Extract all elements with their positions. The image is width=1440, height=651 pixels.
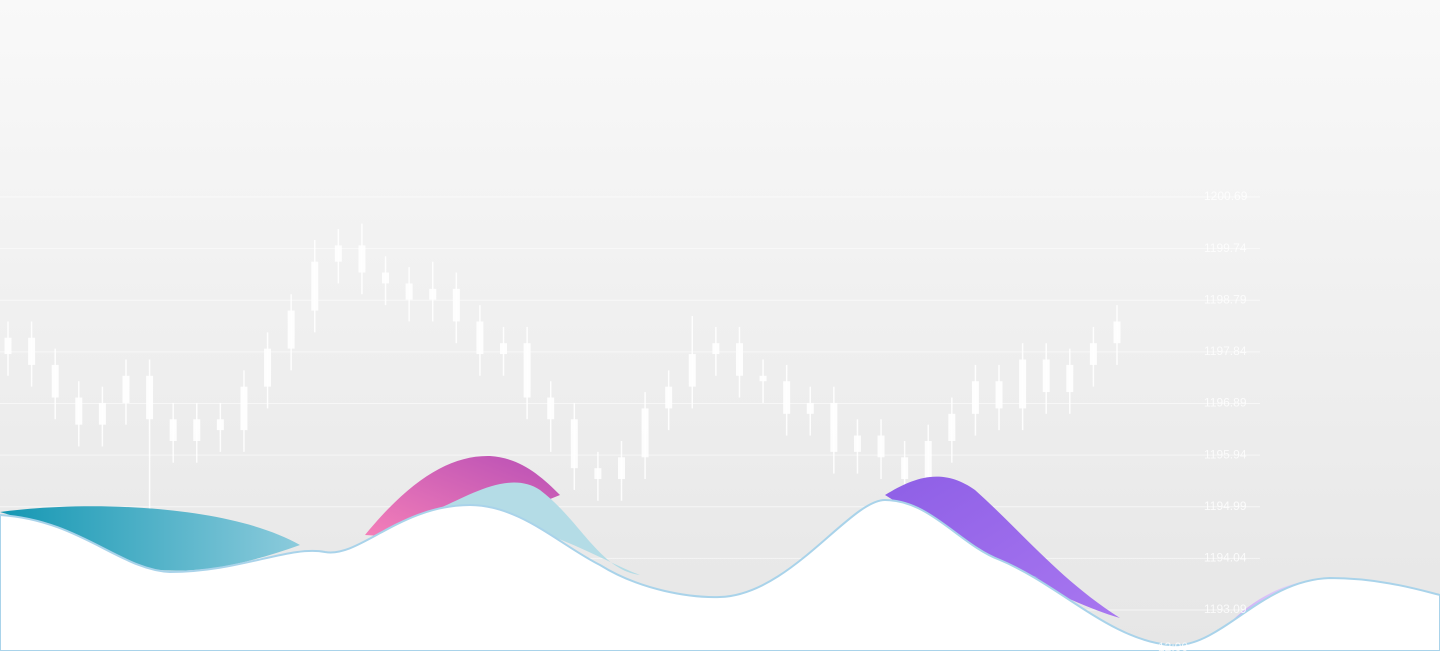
candle-body — [641, 408, 649, 458]
candle-body — [169, 419, 177, 441]
candle-body — [688, 354, 696, 387]
candle-body — [783, 381, 791, 414]
candle-body — [1019, 359, 1027, 409]
candle-body — [735, 343, 743, 376]
y-tick-label: 1194.99 — [1204, 499, 1247, 513]
candle-body — [4, 337, 12, 355]
candle-body — [712, 343, 720, 355]
candle-body — [500, 343, 508, 355]
candle-body — [146, 375, 154, 420]
candle-body — [358, 245, 366, 273]
candle-body — [1089, 343, 1097, 365]
candle-body — [264, 348, 272, 387]
y-tick-label: 1200.69 — [1204, 189, 1248, 203]
candle-body — [901, 457, 909, 480]
candle-body — [594, 468, 602, 480]
candle-body — [1113, 321, 1121, 344]
candle-body — [995, 381, 1003, 409]
candle-body — [240, 386, 248, 431]
y-tick-label: 1193.09 — [1204, 602, 1247, 616]
candle-body — [877, 435, 885, 458]
candle-body — [617, 457, 625, 480]
waves — [0, 455, 1440, 651]
wave-white — [0, 498, 1440, 651]
candle-body — [98, 402, 106, 425]
candle-body — [193, 419, 201, 441]
candle-body — [334, 245, 342, 262]
candle-body — [665, 386, 673, 409]
y-tick-label: 1197.84 — [1204, 344, 1247, 358]
wave-teal — [0, 506, 300, 571]
candle-body — [924, 440, 932, 480]
candle-body — [476, 321, 484, 355]
candle-body — [382, 272, 390, 284]
y-tick-label: 1196.89 — [1204, 396, 1247, 410]
candle-body — [759, 375, 767, 382]
candle-body — [971, 381, 979, 414]
candle-body — [75, 397, 83, 425]
candle-body — [1066, 364, 1074, 393]
candle-body — [51, 364, 59, 398]
candle-body — [311, 261, 319, 311]
candle-body — [429, 288, 437, 300]
candle-body — [830, 402, 838, 452]
y-tick-label: 1195.94 — [1204, 447, 1247, 461]
plot — [0, 196, 1260, 611]
candle-body — [28, 337, 36, 365]
candle-body — [948, 413, 956, 441]
y-tick-label: 1194.04 — [1204, 551, 1247, 565]
candle-body — [523, 343, 531, 398]
wave-purple — [885, 476, 1120, 618]
labels: 1193.09 1194.04 1194.99 1195.94 1196.89 1197.… — [1158, 189, 1248, 651]
candle-body — [570, 419, 578, 469]
candle-body — [452, 288, 460, 322]
candle-body — [547, 397, 555, 420]
candle-body — [216, 419, 224, 431]
candle-body — [122, 375, 130, 403]
x-tick-label: 12:00 — [1158, 640, 1188, 651]
candle-body — [806, 402, 814, 414]
candle-body — [853, 435, 861, 452]
y-tick-label: 1199.74 — [1204, 241, 1247, 255]
candle-body — [287, 310, 295, 349]
candle-body — [1042, 359, 1050, 393]
y-tick-label: 1198.79 — [1204, 292, 1247, 306]
candle-body — [405, 283, 413, 300]
